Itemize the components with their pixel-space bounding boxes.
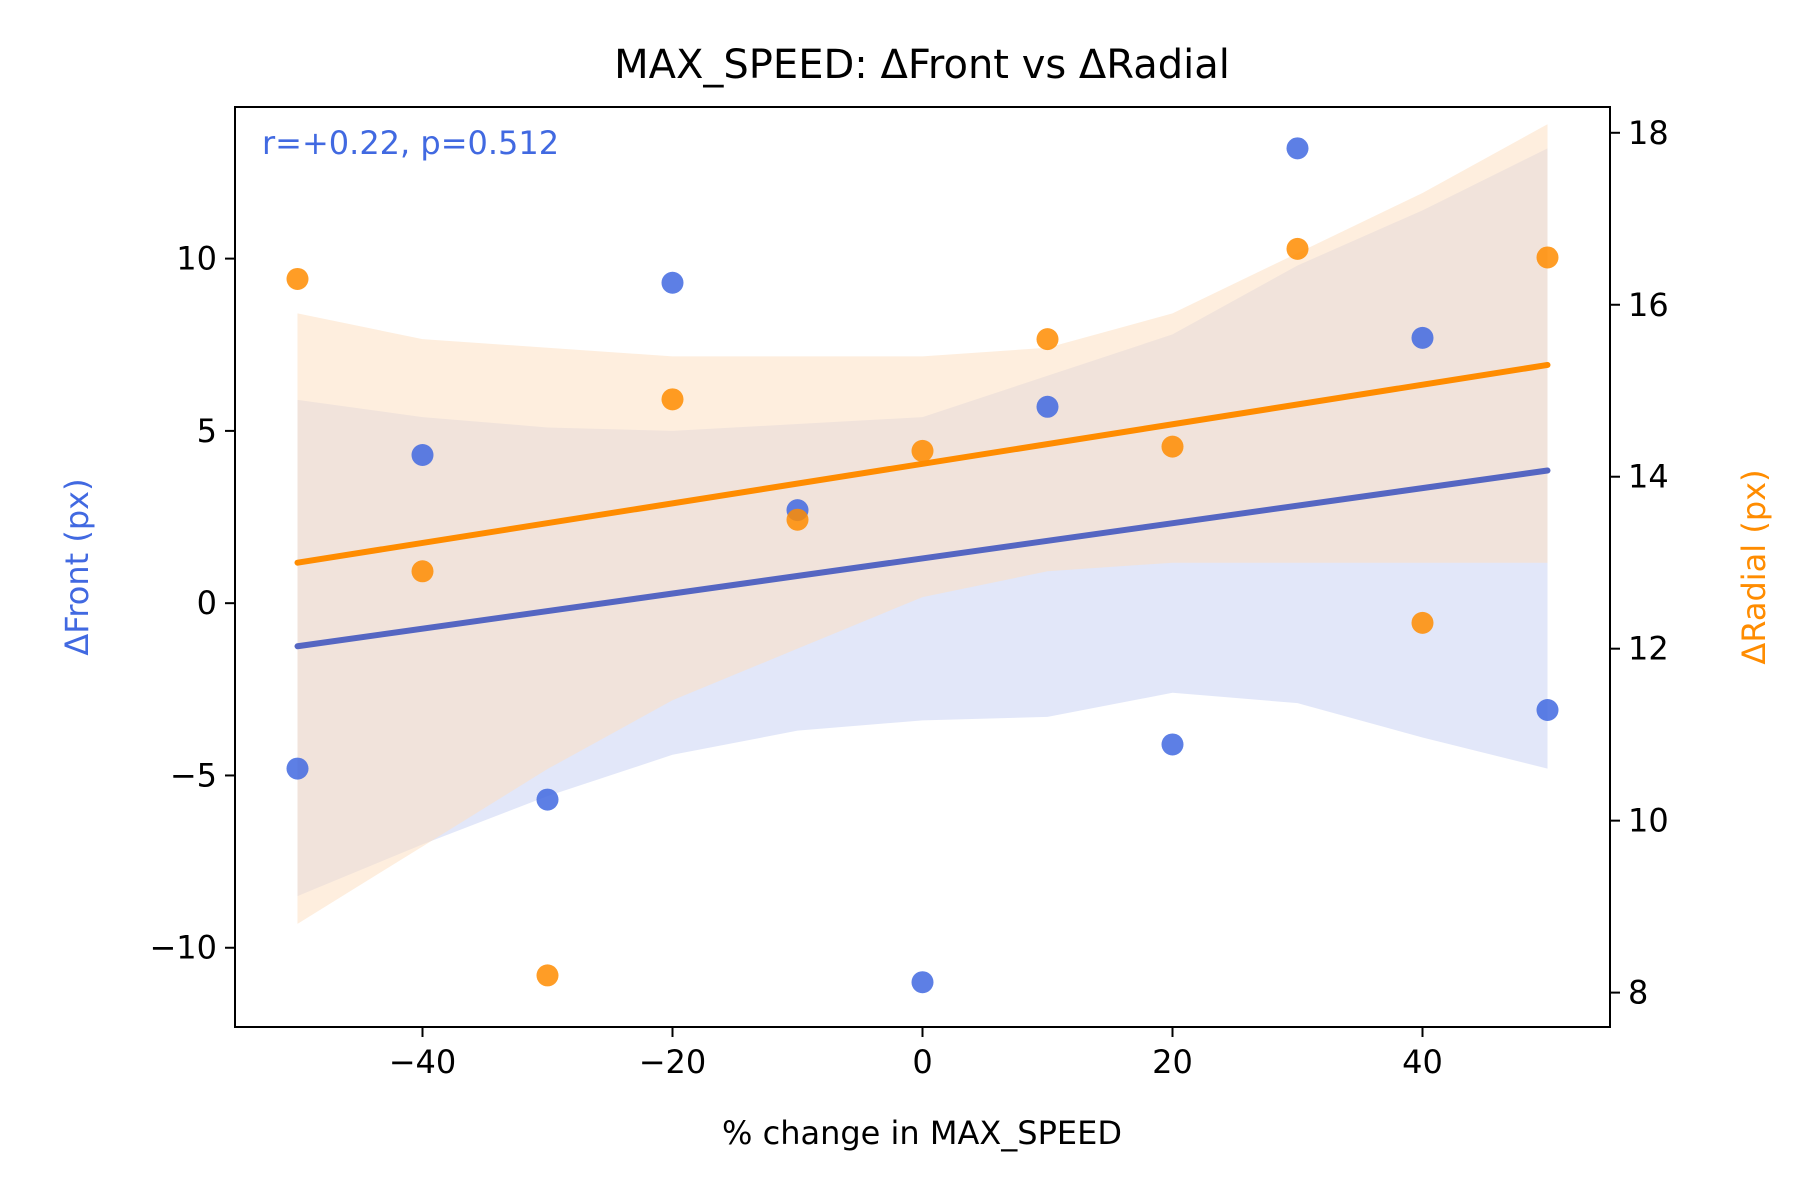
- x-tick-label: 0: [912, 1043, 932, 1081]
- correlation-annotation: r=+0.22, p=0.512: [262, 124, 559, 162]
- x-axis-ticks: −40 −20 0 20 40: [389, 1027, 1443, 1081]
- data-point-front: [536, 788, 559, 811]
- x-tick-label: 20: [1152, 1043, 1193, 1081]
- data-point-radial: [786, 508, 809, 531]
- y-right-tick-label: 14: [1628, 458, 1669, 496]
- regression-lines: [294, 361, 1551, 650]
- data-point-radial: [1161, 435, 1184, 458]
- x-tick-label: −40: [389, 1043, 457, 1081]
- y-left-tick-label: 10: [176, 240, 217, 278]
- chart-title: MAX_SPEED: ΔFront vs ΔRadial: [614, 42, 1230, 88]
- x-tick-label: 40: [1402, 1043, 1443, 1081]
- data-point-front: [661, 271, 684, 294]
- data-point-front: [1536, 698, 1559, 721]
- data-point-front: [1161, 733, 1184, 756]
- data-points: [286, 137, 1559, 994]
- regression-line-front: [294, 467, 1551, 650]
- y-left-tick-label: −10: [149, 929, 217, 967]
- y-right-tick-label: 16: [1628, 286, 1669, 324]
- data-point-front: [1286, 137, 1309, 160]
- y-left-axis-ticks: −10 −5 0 5 10: [149, 240, 235, 967]
- y-left-axis-label: ΔFront (px): [58, 478, 96, 655]
- data-point-radial: [661, 388, 684, 411]
- y-right-tick-label: 8: [1628, 974, 1648, 1012]
- y-right-axis-ticks: 8 10 12 14 16 18: [1610, 114, 1669, 1012]
- y-right-tick-label: 10: [1628, 802, 1669, 840]
- regression-line-radial: [294, 361, 1551, 566]
- data-point-radial: [1536, 246, 1559, 269]
- y-left-tick-label: 0: [197, 584, 217, 622]
- y-right-tick-label: 18: [1628, 114, 1669, 152]
- data-point-front: [286, 757, 309, 780]
- data-point-radial: [911, 439, 934, 462]
- data-point-front: [411, 444, 434, 467]
- data-point-radial: [411, 560, 434, 583]
- data-point-radial: [1036, 328, 1059, 351]
- y-left-tick-label: 5: [197, 412, 217, 450]
- x-tick-label: −20: [639, 1043, 707, 1081]
- confidence-bands: [297, 124, 1548, 924]
- y-left-tick-label: −5: [170, 756, 217, 794]
- y-right-tick-label: 12: [1628, 630, 1669, 668]
- confidence-band-radial: [297, 124, 1548, 924]
- data-point-front: [1411, 326, 1434, 349]
- data-point-front: [1036, 395, 1059, 418]
- y-right-axis-label: ΔRadial (px): [1735, 469, 1773, 664]
- data-point-radial: [1411, 611, 1434, 634]
- data-point-radial: [1286, 237, 1309, 260]
- x-axis-label: % change in MAX_SPEED: [722, 1114, 1122, 1152]
- data-point-radial: [536, 964, 559, 987]
- data-point-radial: [286, 267, 309, 290]
- data-point-front: [911, 971, 934, 994]
